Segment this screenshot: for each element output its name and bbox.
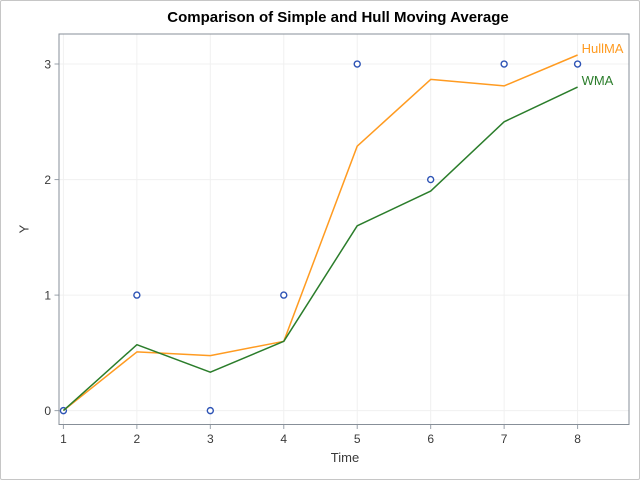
series-line-hullma	[62, 54, 578, 412]
curve-labels-group: HullMA WMA	[582, 41, 624, 88]
tick-marks-group	[54, 63, 579, 429]
x-tick-label: 1	[60, 432, 67, 446]
curve-label-wma: WMA	[582, 73, 614, 88]
scatter-point	[353, 60, 361, 68]
x-tick-label: 6	[427, 432, 434, 446]
y-tick-label: 1	[44, 288, 51, 302]
scatter-points-group	[59, 60, 582, 415]
gridlines-group	[59, 34, 629, 425]
scatter-point	[500, 60, 508, 68]
curve-label-hullma: HullMA	[582, 41, 624, 56]
series-line-wma	[62, 86, 578, 412]
plot-frame	[58, 33, 630, 425]
scatter-point	[280, 291, 288, 299]
y-tick-label: 2	[44, 173, 51, 187]
scatter-point	[426, 175, 435, 184]
x-tick-label: 2	[134, 432, 141, 446]
scatter-point	[573, 60, 582, 68]
scatter-point	[133, 291, 141, 299]
x-tick-label: 8	[574, 432, 581, 446]
x-tick-label: 4	[280, 432, 287, 446]
x-axis-label: Time	[331, 450, 359, 465]
scatter-point	[206, 406, 215, 415]
x-tick-label: 7	[501, 432, 508, 446]
chart-title: Comparison of Simple and Hull Moving Ave…	[167, 9, 508, 26]
y-tick-label: 0	[44, 404, 51, 418]
series-lines-group	[62, 54, 578, 412]
x-tick-label: 5	[354, 432, 361, 446]
y-tick-label: 3	[44, 57, 51, 71]
x-tick-label: 3	[207, 432, 214, 446]
y-axis-label: Y	[17, 224, 32, 233]
